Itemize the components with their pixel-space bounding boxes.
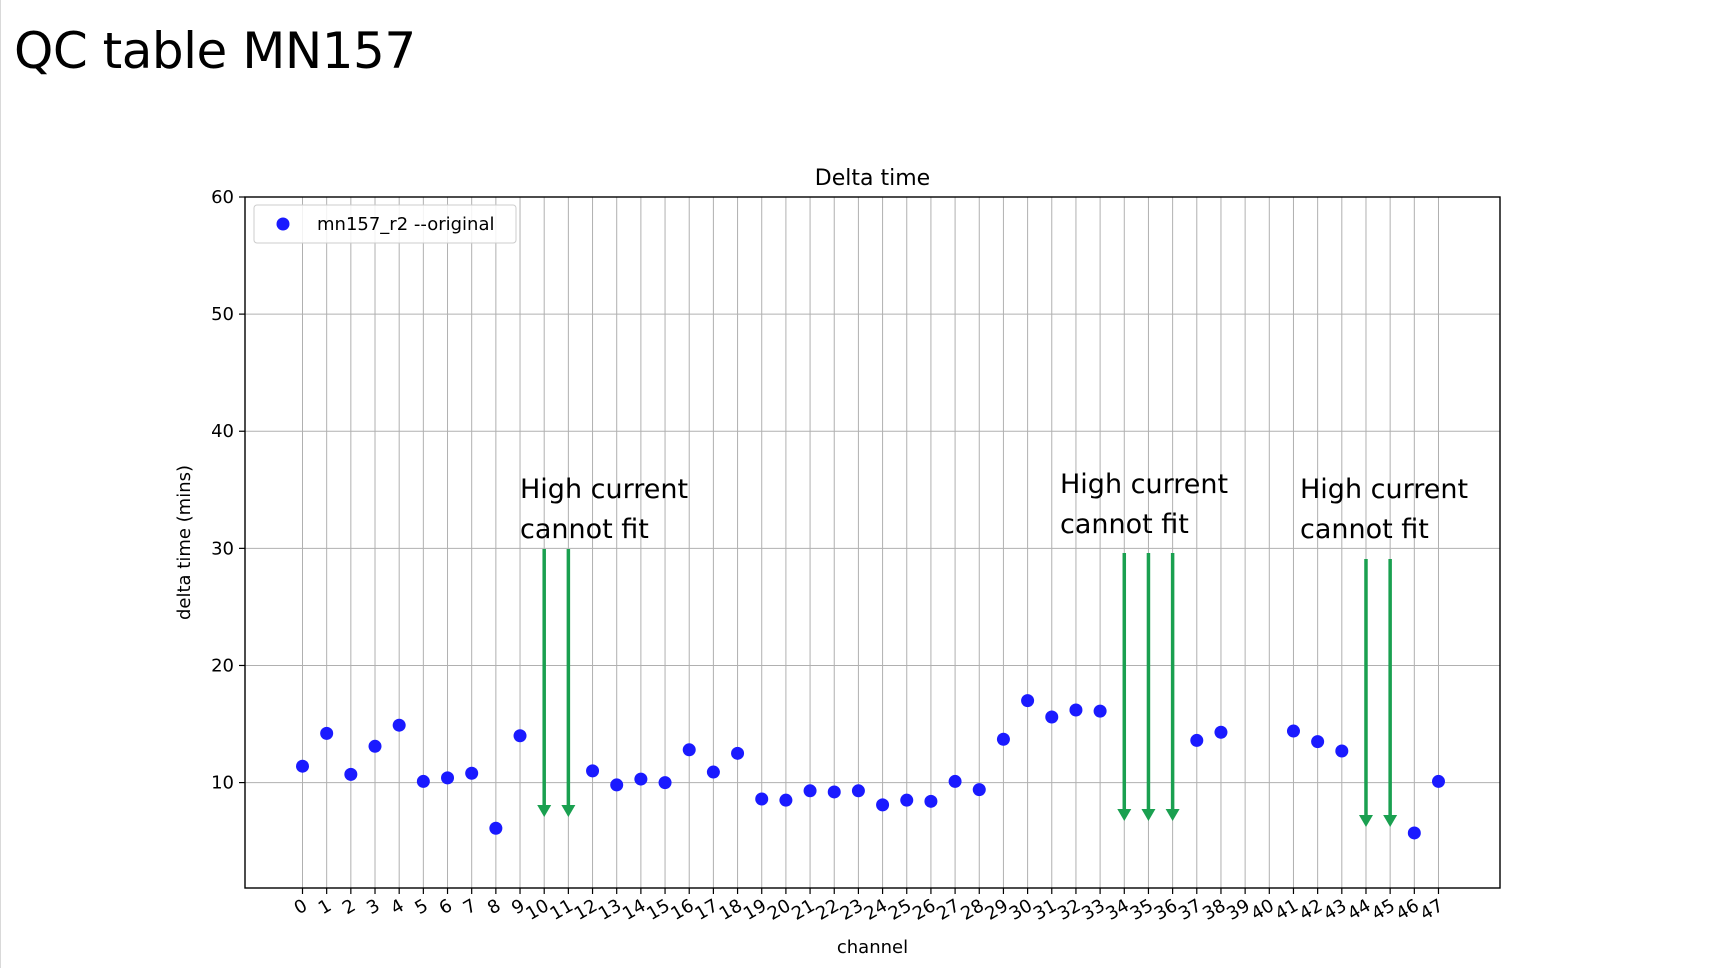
annotation-line-2: cannot fit [520, 514, 649, 545]
y-tick-label: 30 [211, 538, 234, 559]
x-tick-label: 1 [315, 895, 335, 919]
annotation-arrows [537, 549, 1398, 827]
data-point-ch3 [368, 739, 382, 753]
data-point-ch21 [803, 784, 817, 798]
data-point-ch26 [924, 794, 938, 808]
data-point-ch28 [972, 783, 986, 797]
y-tick-label: 40 [211, 421, 234, 442]
data-point-ch18 [731, 746, 745, 760]
data-point-ch38 [1214, 725, 1228, 739]
annotation-high-current-2: High current cannot fit [1060, 465, 1228, 545]
plot-frame [244, 196, 1501, 889]
legend-box [253, 204, 517, 244]
data-point-ch24 [876, 798, 890, 812]
data-point-ch5 [416, 774, 430, 788]
data-point-ch6 [441, 771, 455, 785]
y-tick-label: 20 [211, 655, 234, 676]
data-point-ch41 [1286, 724, 1300, 738]
data-point-ch15 [658, 776, 672, 790]
data-point-ch0 [296, 759, 309, 773]
legend-entry: mn157_r2 --original [317, 214, 494, 235]
data-point-ch31 [1045, 710, 1059, 724]
annotation-high-current-1: High current cannot fit [520, 470, 688, 550]
legend-marker [276, 217, 290, 231]
annotation-line-2: cannot fit [1060, 509, 1189, 540]
data-point-ch13 [610, 778, 624, 792]
slide-title: QC table MN157 [14, 22, 416, 80]
data-point-ch1 [320, 726, 334, 740]
data-point-ch30 [1021, 694, 1035, 708]
x-tick-label: 7 [460, 895, 480, 919]
y-ticks: 10 20 30 40 50 60 [211, 187, 245, 794]
data-point-ch23 [851, 784, 865, 798]
data-point-ch7 [465, 766, 479, 780]
annotation-arrow-head [537, 805, 552, 817]
data-point-ch19 [755, 792, 769, 806]
annotation-arrow-head [1358, 815, 1373, 827]
legend: mn157_r2 --original [253, 204, 517, 244]
y-axis-label: delta time (mins) [174, 465, 195, 620]
annotation-line-1: High current [1060, 469, 1229, 500]
data-point-ch32 [1069, 703, 1083, 717]
chart-title: Delta time [815, 166, 930, 191]
data-point-ch20 [779, 793, 793, 807]
data-point-ch27 [948, 774, 962, 788]
data-point-ch8 [489, 821, 503, 835]
data-point-ch42 [1311, 735, 1325, 749]
annotation-arrow-head [1141, 809, 1156, 821]
annotation-arrow-head [561, 805, 576, 817]
data-point-ch37 [1190, 733, 1204, 747]
y-tick-label: 60 [211, 187, 234, 208]
data-point-ch46 [1407, 826, 1421, 840]
data-point-ch2 [344, 767, 358, 781]
annotation-arrow-head [1117, 809, 1132, 821]
annotation-high-current-3: High current cannot fit [1300, 470, 1468, 550]
x-tick-label: 3 [363, 895, 383, 919]
x-tick-label: 8 [484, 895, 504, 919]
x-tick-label: 0 [291, 895, 311, 919]
x-tick-label: 47 [1417, 895, 1447, 925]
x-tick-label: 4 [387, 895, 407, 919]
data-points [296, 694, 1445, 840]
data-point-ch14 [634, 772, 648, 786]
data-point-ch16 [682, 743, 696, 757]
slide-left-border [0, 0, 1, 968]
annotation-line-2: cannot fit [1300, 514, 1429, 545]
annotation-line-1: High current [1300, 474, 1469, 505]
data-point-ch25 [900, 793, 914, 807]
y-tick-label: 10 [211, 773, 234, 794]
y-tick-label: 50 [211, 304, 234, 325]
data-point-ch43 [1335, 744, 1349, 758]
data-point-ch12 [586, 764, 600, 778]
data-point-ch47 [1431, 774, 1445, 788]
x-axis-label: channel [837, 937, 908, 958]
annotation-arrow-head [1383, 815, 1398, 827]
annotation-arrow-head [1165, 809, 1180, 821]
data-point-ch9 [513, 729, 527, 743]
x-tick-label: 5 [411, 895, 431, 919]
x-tick-label: 2 [339, 895, 359, 919]
data-point-ch22 [827, 785, 841, 799]
data-point-ch17 [706, 765, 720, 779]
annotation-line-1: High current [520, 474, 689, 505]
data-point-ch4 [392, 718, 406, 732]
data-point-ch33 [1093, 704, 1107, 718]
data-point-ch29 [996, 732, 1010, 746]
x-ticks: 0 1 2 3 4 5 6 7 8 9101112131415161718192021222324… [291, 888, 1447, 925]
x-tick-label: 6 [436, 895, 456, 919]
